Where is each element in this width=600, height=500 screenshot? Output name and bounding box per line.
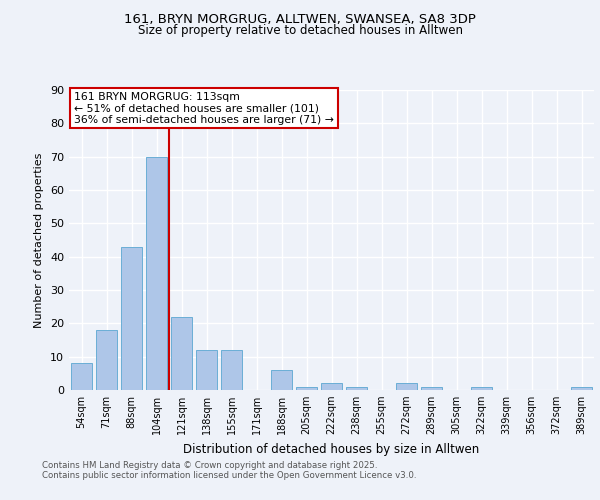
Bar (396, 384, 417, 390)
Bar (321, 384, 342, 390)
Bar (146, 156, 167, 390)
Text: 161 BRYN MORGRUG: 113sqm
← 51% of detached houses are smaller (101)
36% of semi-: 161 BRYN MORGRUG: 113sqm ← 51% of detach… (74, 92, 334, 124)
Bar (296, 386, 317, 390)
X-axis label: Distribution of detached houses by size in Alltwen: Distribution of detached houses by size … (184, 442, 479, 456)
Bar (421, 386, 442, 390)
Bar (471, 386, 492, 390)
Bar (121, 246, 142, 390)
Bar (346, 386, 367, 390)
Text: Size of property relative to detached houses in Alltwen: Size of property relative to detached ho… (137, 24, 463, 37)
Bar (271, 370, 292, 390)
Bar (571, 386, 592, 390)
Text: 161, BRYN MORGRUG, ALLTWEN, SWANSEA, SA8 3DP: 161, BRYN MORGRUG, ALLTWEN, SWANSEA, SA8… (124, 12, 476, 26)
Bar (171, 316, 192, 390)
Bar (221, 350, 242, 390)
Bar (71, 364, 92, 390)
Bar (96, 330, 117, 390)
Bar (196, 350, 217, 390)
Y-axis label: Number of detached properties: Number of detached properties (34, 152, 44, 328)
Text: Contains HM Land Registry data © Crown copyright and database right 2025.
Contai: Contains HM Land Registry data © Crown c… (42, 460, 416, 480)
